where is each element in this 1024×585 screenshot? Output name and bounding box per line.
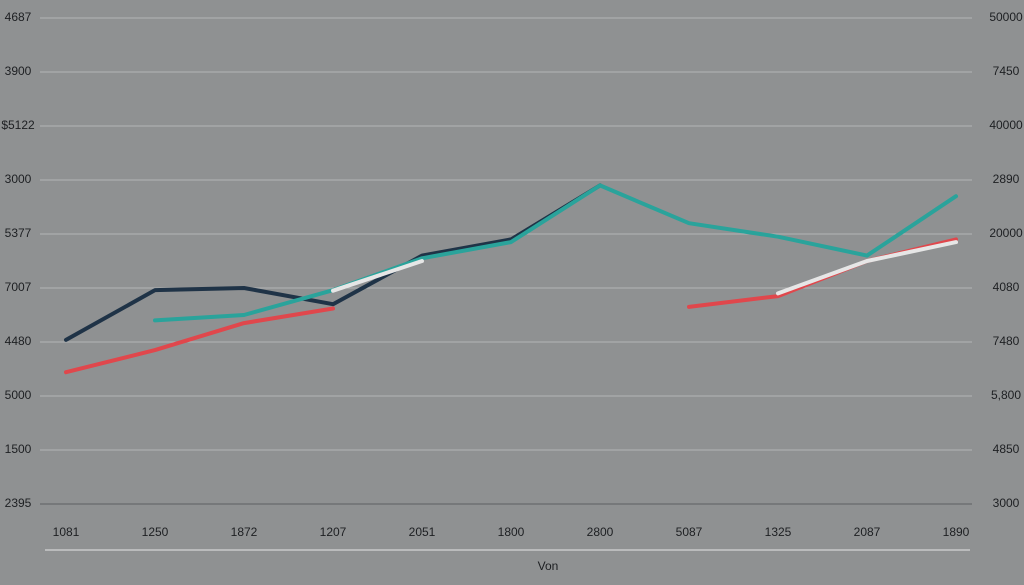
x-tick-label: 2800	[587, 525, 614, 539]
x-tick-label: 1872	[231, 525, 258, 539]
y2-tick-label: 20000	[989, 226, 1023, 240]
x-tick-label: 1325	[765, 525, 792, 539]
x-tick-label: 1207	[320, 525, 347, 539]
y2-tick-label: 4080	[993, 280, 1020, 294]
y-tick-label: 5377	[5, 226, 32, 240]
y2-tick-label: 2890	[993, 172, 1020, 186]
x-tick-label: 1250	[142, 525, 169, 539]
x-tick-label: 2051	[409, 525, 436, 539]
y-tick-label: 2395	[5, 496, 32, 510]
y2-tick-label: 5,800	[991, 388, 1021, 402]
y2-tick-label: 4850	[993, 442, 1020, 456]
x-tick-label: 2087	[854, 525, 881, 539]
y2-tick-label: 50000	[989, 10, 1023, 24]
y2-tick-label: 7480	[993, 334, 1020, 348]
series-line	[153, 183, 958, 323]
y-tick-label: 5000	[5, 388, 32, 402]
x-axis-label: Von	[538, 559, 559, 573]
y2-tick-label: 3000	[993, 496, 1020, 510]
x-tick-label: 1081	[53, 525, 80, 539]
y-tick-label: $5122	[1, 118, 35, 132]
y-tick-label: 3000	[5, 172, 32, 186]
x-tick-label: 5087	[676, 525, 703, 539]
y-tick-label: 3900	[5, 64, 32, 78]
y2-tick-label: 40000	[989, 118, 1023, 132]
y-tick-label: 4480	[5, 334, 32, 348]
y2-tick-label: 7450	[993, 64, 1020, 78]
y-tick-label: 7007	[5, 280, 32, 294]
series-line	[64, 237, 958, 375]
y-tick-label: 1500	[5, 442, 32, 456]
x-tick-label: 1890	[943, 525, 970, 539]
series-line	[64, 183, 602, 342]
y-tick-label: 4687	[5, 10, 32, 24]
x-tick-label: 1800	[498, 525, 525, 539]
series-line	[331, 240, 958, 296]
